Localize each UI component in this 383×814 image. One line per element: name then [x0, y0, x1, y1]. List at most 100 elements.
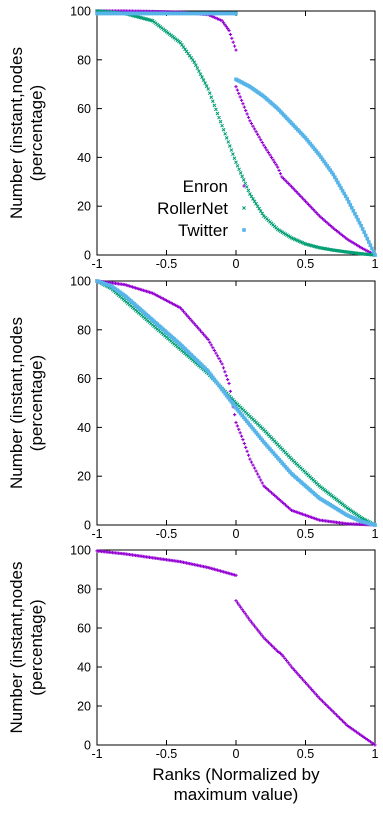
data-point [314, 211, 318, 215]
data-point [241, 415, 246, 420]
data-point [231, 152, 235, 157]
data-point [359, 223, 363, 228]
y-tick-label: 100 [70, 275, 91, 289]
data-point [256, 628, 260, 632]
data-point [248, 457, 252, 461]
data-point [183, 311, 187, 315]
data-point [232, 404, 237, 408]
data-point [237, 409, 241, 414]
data-point [188, 316, 192, 321]
data-point [223, 370, 227, 374]
data-point [339, 186, 343, 190]
data-point [373, 253, 377, 257]
data-point [299, 194, 303, 199]
data-point [245, 449, 249, 453]
data-point [322, 159, 326, 164]
data-point [251, 463, 255, 467]
data-point [224, 393, 229, 398]
data-point [211, 375, 215, 380]
data-point [180, 308, 184, 312]
data-point [329, 170, 334, 175]
data-point [220, 387, 224, 392]
y-tick-label: 20 [77, 200, 91, 214]
data-point [229, 148, 234, 152]
data-point [220, 362, 224, 366]
data-point [303, 136, 308, 140]
data-point [368, 243, 373, 248]
data-point [198, 329, 203, 333]
data-point [249, 194, 254, 199]
data-point [257, 135, 261, 139]
data-point [365, 236, 370, 241]
data-point [260, 438, 265, 442]
data-point [337, 183, 342, 188]
data-point [246, 421, 251, 425]
data-point [220, 19, 224, 23]
data-point [302, 198, 306, 202]
y-tick-label: 40 [77, 661, 91, 675]
data-point [223, 391, 227, 396]
data-point [311, 145, 316, 150]
data-point [291, 667, 295, 671]
data-point [345, 197, 349, 201]
data-point [259, 632, 263, 636]
data-point [224, 374, 228, 378]
data-point [370, 246, 374, 251]
data-point [240, 174, 245, 179]
data-point [293, 188, 297, 192]
data-point [235, 424, 239, 428]
data-point [249, 121, 254, 126]
data-point [231, 40, 235, 44]
data-point [351, 209, 356, 213]
data-point [333, 175, 337, 179]
data-point [189, 318, 193, 322]
y-tick-label: 60 [77, 372, 91, 386]
data-point [342, 191, 346, 196]
y-tick-label: 20 [77, 700, 91, 714]
data-point [231, 402, 235, 406]
legend-label-twitter: Twitter [178, 221, 228, 240]
data-point [206, 337, 210, 342]
data-point [209, 343, 213, 347]
data-point [323, 161, 328, 166]
data-point [326, 166, 331, 170]
data-point [306, 139, 311, 144]
data-point [325, 164, 329, 168]
data-point [248, 119, 252, 123]
data-point [294, 670, 298, 674]
data-point [218, 119, 223, 124]
data-point [226, 140, 231, 144]
series-twitter [95, 279, 377, 527]
data-point [313, 691, 317, 695]
data-point [184, 313, 189, 317]
data-point [193, 63, 198, 68]
data-point [204, 84, 209, 88]
legend-marker-twitter [242, 228, 246, 232]
legend-marker-enron [242, 184, 246, 188]
data-point [306, 684, 311, 688]
y-axis-label-line2: (percentage) [27, 85, 46, 181]
y-axis-label-line1: Number (instant,nodes [7, 317, 26, 489]
data-point [263, 146, 267, 150]
data-point [297, 193, 301, 197]
data-point [299, 675, 303, 679]
data-point [217, 115, 221, 120]
data-point [223, 23, 227, 27]
data-point [336, 180, 340, 185]
data-point [280, 175, 284, 179]
data-point [215, 111, 220, 116]
data-point [348, 203, 353, 207]
data-point [203, 334, 207, 338]
data-point [331, 172, 336, 177]
data-point [241, 438, 245, 442]
data-point [291, 186, 295, 190]
data-point [200, 330, 204, 335]
data-point [235, 407, 240, 412]
x-tick-label: -1 [91, 257, 102, 271]
data-point [226, 395, 231, 400]
data-point [251, 426, 255, 431]
data-point [200, 75, 204, 80]
data-point [239, 605, 243, 609]
data-point [266, 150, 271, 155]
